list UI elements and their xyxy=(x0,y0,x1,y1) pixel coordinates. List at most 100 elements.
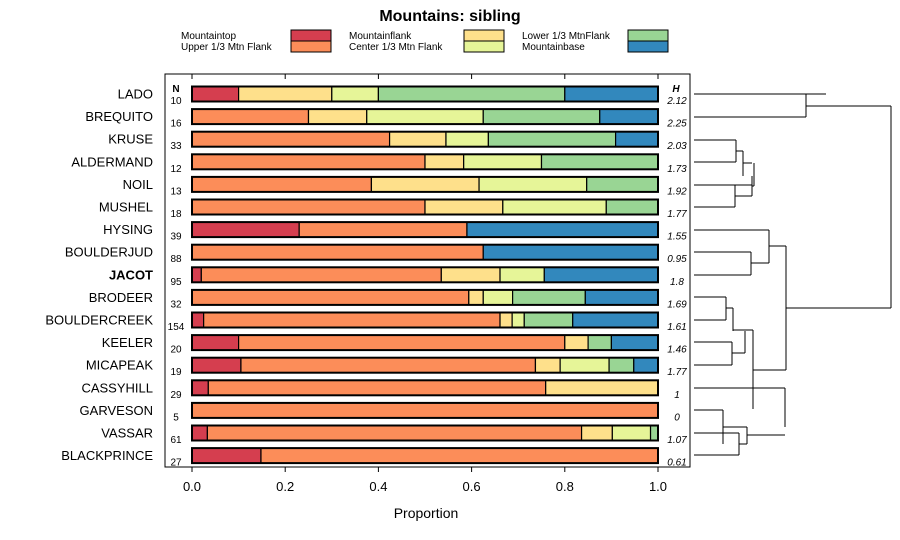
category-label: CASSYHILL xyxy=(81,380,153,395)
bar-outline xyxy=(191,108,659,126)
bar-segment xyxy=(468,289,484,306)
h-value: 2.12 xyxy=(666,96,687,107)
bar-segment xyxy=(466,221,659,238)
h-value: 1.46 xyxy=(667,345,687,356)
bar-segment xyxy=(366,108,484,125)
bar-row: BOULDERJUD 88 0.95 xyxy=(65,243,687,265)
n-value: 12 xyxy=(170,164,182,175)
n-header: N xyxy=(172,84,179,95)
bar-segment xyxy=(633,357,659,374)
h-value: 1.07 xyxy=(667,435,687,446)
category-label: MUSHEL xyxy=(99,200,153,215)
bar-segment xyxy=(534,357,561,374)
bar-row: LADO 10 2.12 xyxy=(118,85,687,107)
bar-segment xyxy=(191,357,242,374)
legend-swatch xyxy=(463,40,505,53)
x-tick-label: 1.0 xyxy=(649,479,667,494)
bar-segment xyxy=(191,402,659,419)
h-value: 1.73 xyxy=(667,164,687,175)
bar-segment xyxy=(564,334,589,351)
bar-segment xyxy=(191,85,240,103)
bar-outline xyxy=(191,288,659,306)
bar-segment xyxy=(200,266,442,283)
bar-row: HYSING 39 1.55 xyxy=(103,221,687,243)
bar-segment xyxy=(611,424,652,442)
category-label: GARVESON xyxy=(80,403,153,418)
n-value: 10 xyxy=(170,96,182,107)
bar-segment xyxy=(559,357,610,374)
dendrogram-branches xyxy=(694,93,892,456)
n-value: 27 xyxy=(170,458,182,469)
bar-row: GARVESON 5 0 xyxy=(80,401,680,423)
n-value: 5 xyxy=(173,412,179,423)
bar-outline xyxy=(191,85,659,103)
bar-segment xyxy=(587,334,612,351)
legend-swatch xyxy=(463,29,505,42)
x-tick-label: 0.0 xyxy=(183,479,201,494)
bar-outline xyxy=(191,243,659,261)
category-label: BOULDERCREEK xyxy=(45,313,153,328)
h-value: 0.61 xyxy=(667,458,686,469)
bar-row: MUSHEL 18 1.77 xyxy=(99,198,687,220)
legend-swatch xyxy=(290,29,332,42)
h-value: 1.77 xyxy=(667,367,687,378)
x-axis: 0.0 0.2 0.4 0.6 0.8 1.0 xyxy=(183,74,667,494)
bar-segment xyxy=(499,311,513,329)
category-label: BRODEER xyxy=(89,290,153,305)
bar-segment xyxy=(191,289,470,306)
n-value: 61 xyxy=(170,435,182,446)
bar-segment xyxy=(523,311,574,329)
bar-row: VASSAR 61 1.07 xyxy=(101,424,687,446)
bar-segment xyxy=(206,424,583,442)
bar-segment xyxy=(540,153,659,170)
bar-outline xyxy=(191,356,659,374)
bar-segment xyxy=(543,266,659,283)
h-value: 0.95 xyxy=(667,254,687,265)
category-label: BOULDERJUD xyxy=(65,245,153,260)
bar-segment xyxy=(499,266,545,283)
bar-outline xyxy=(191,334,659,352)
n-value: 95 xyxy=(170,277,182,288)
n-value: 33 xyxy=(170,141,182,152)
bar-segment xyxy=(377,85,566,103)
bar-segment xyxy=(463,153,543,170)
legend-swatch xyxy=(627,40,669,53)
bar-segment xyxy=(478,176,588,193)
bar-segment xyxy=(580,424,613,442)
category-label: JACOT xyxy=(109,267,153,282)
bar-segment xyxy=(605,198,659,216)
h-value: 2.25 xyxy=(666,119,687,130)
n-value: 154 xyxy=(168,322,185,333)
h-value: 1.69 xyxy=(667,299,687,310)
bar-row: KEELER 20 1.46 xyxy=(102,334,687,356)
h-value: 0 xyxy=(674,412,680,423)
bar-segment xyxy=(564,85,659,103)
bar-segment xyxy=(482,108,601,125)
bar-outline xyxy=(191,175,659,193)
h-value: 1.92 xyxy=(667,186,687,197)
bar-segment xyxy=(511,311,525,329)
h-value: 1.55 xyxy=(667,232,687,243)
bar-segment xyxy=(599,108,659,125)
bar-segment xyxy=(482,244,659,261)
bar-row: KRUSE 33 2.03 xyxy=(108,130,687,152)
bar-outline xyxy=(191,424,659,442)
legend-label: Mountaintop xyxy=(181,31,236,42)
category-label: NOIL xyxy=(123,177,153,192)
h-value: 1.8 xyxy=(670,277,684,288)
category-label: KRUSE xyxy=(108,132,153,147)
bar-outline xyxy=(191,198,659,216)
legend-label: Upper 1/3 Mtn Flank xyxy=(181,42,273,53)
legend-label: Center 1/3 Mtn Flank xyxy=(349,42,443,53)
category-label: BLACKPRINCE xyxy=(61,448,153,463)
bar-segment xyxy=(545,379,659,396)
category-label: LADO xyxy=(118,87,153,102)
x-tick-label: 0.2 xyxy=(276,479,294,494)
bar-segment xyxy=(502,198,607,216)
category-label: ALDERMAND xyxy=(71,154,153,169)
bar-outline xyxy=(191,447,659,465)
h-value: 1.61 xyxy=(667,322,686,333)
plot-frame xyxy=(164,73,691,468)
x-tick-label: 0.6 xyxy=(463,479,481,494)
legend-label: Lower 1/3 MtnFlank xyxy=(522,31,611,42)
